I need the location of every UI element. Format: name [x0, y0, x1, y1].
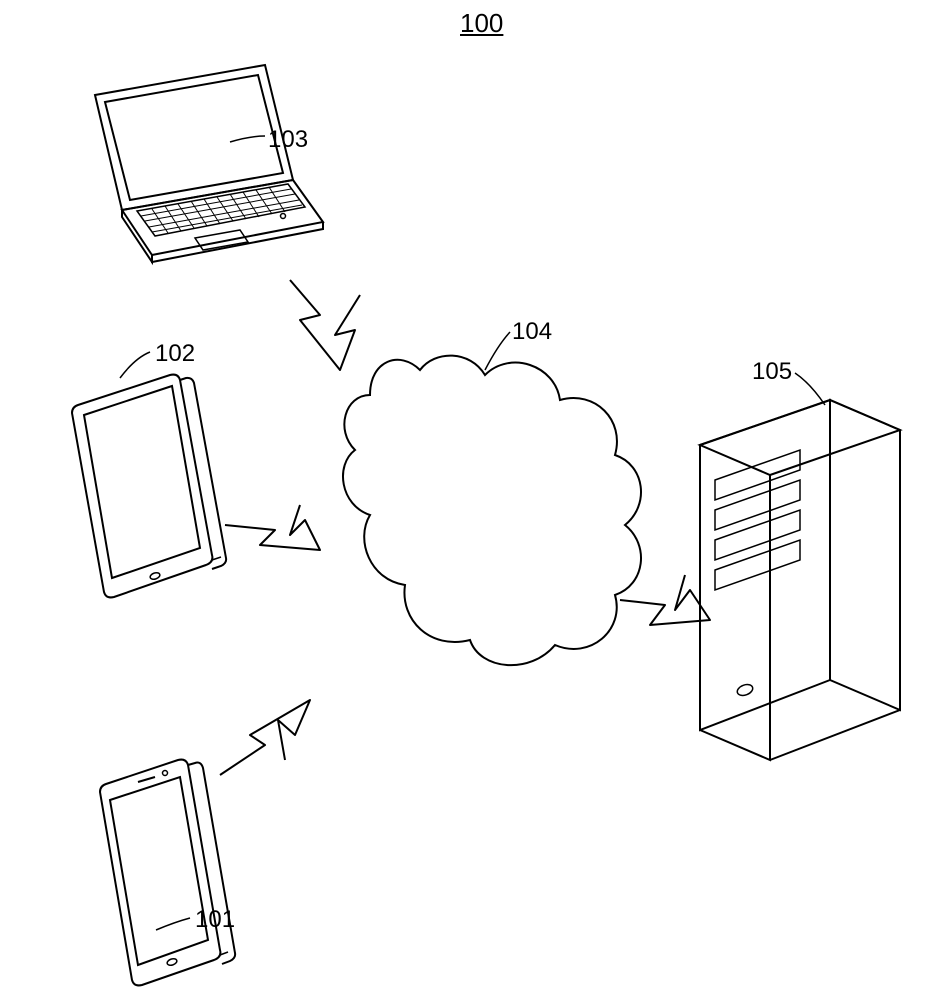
label-104: 104: [512, 318, 552, 346]
label-102: 102: [155, 340, 195, 368]
connection-laptop-cloud: [290, 280, 360, 370]
tablet-icon: [72, 352, 226, 597]
laptop-icon: [95, 65, 323, 262]
smartphone-icon: [100, 760, 235, 986]
label-105: 105: [752, 358, 792, 386]
diagram-canvas: [0, 0, 942, 1000]
connection-phone-cloud: [220, 700, 310, 775]
cloud-icon: [343, 332, 641, 665]
connection-tablet-cloud: [225, 505, 320, 550]
diagram-title: 100: [460, 8, 503, 39]
label-101: 101: [195, 906, 235, 934]
label-103: 103: [268, 126, 308, 154]
server-icon: [700, 373, 900, 760]
